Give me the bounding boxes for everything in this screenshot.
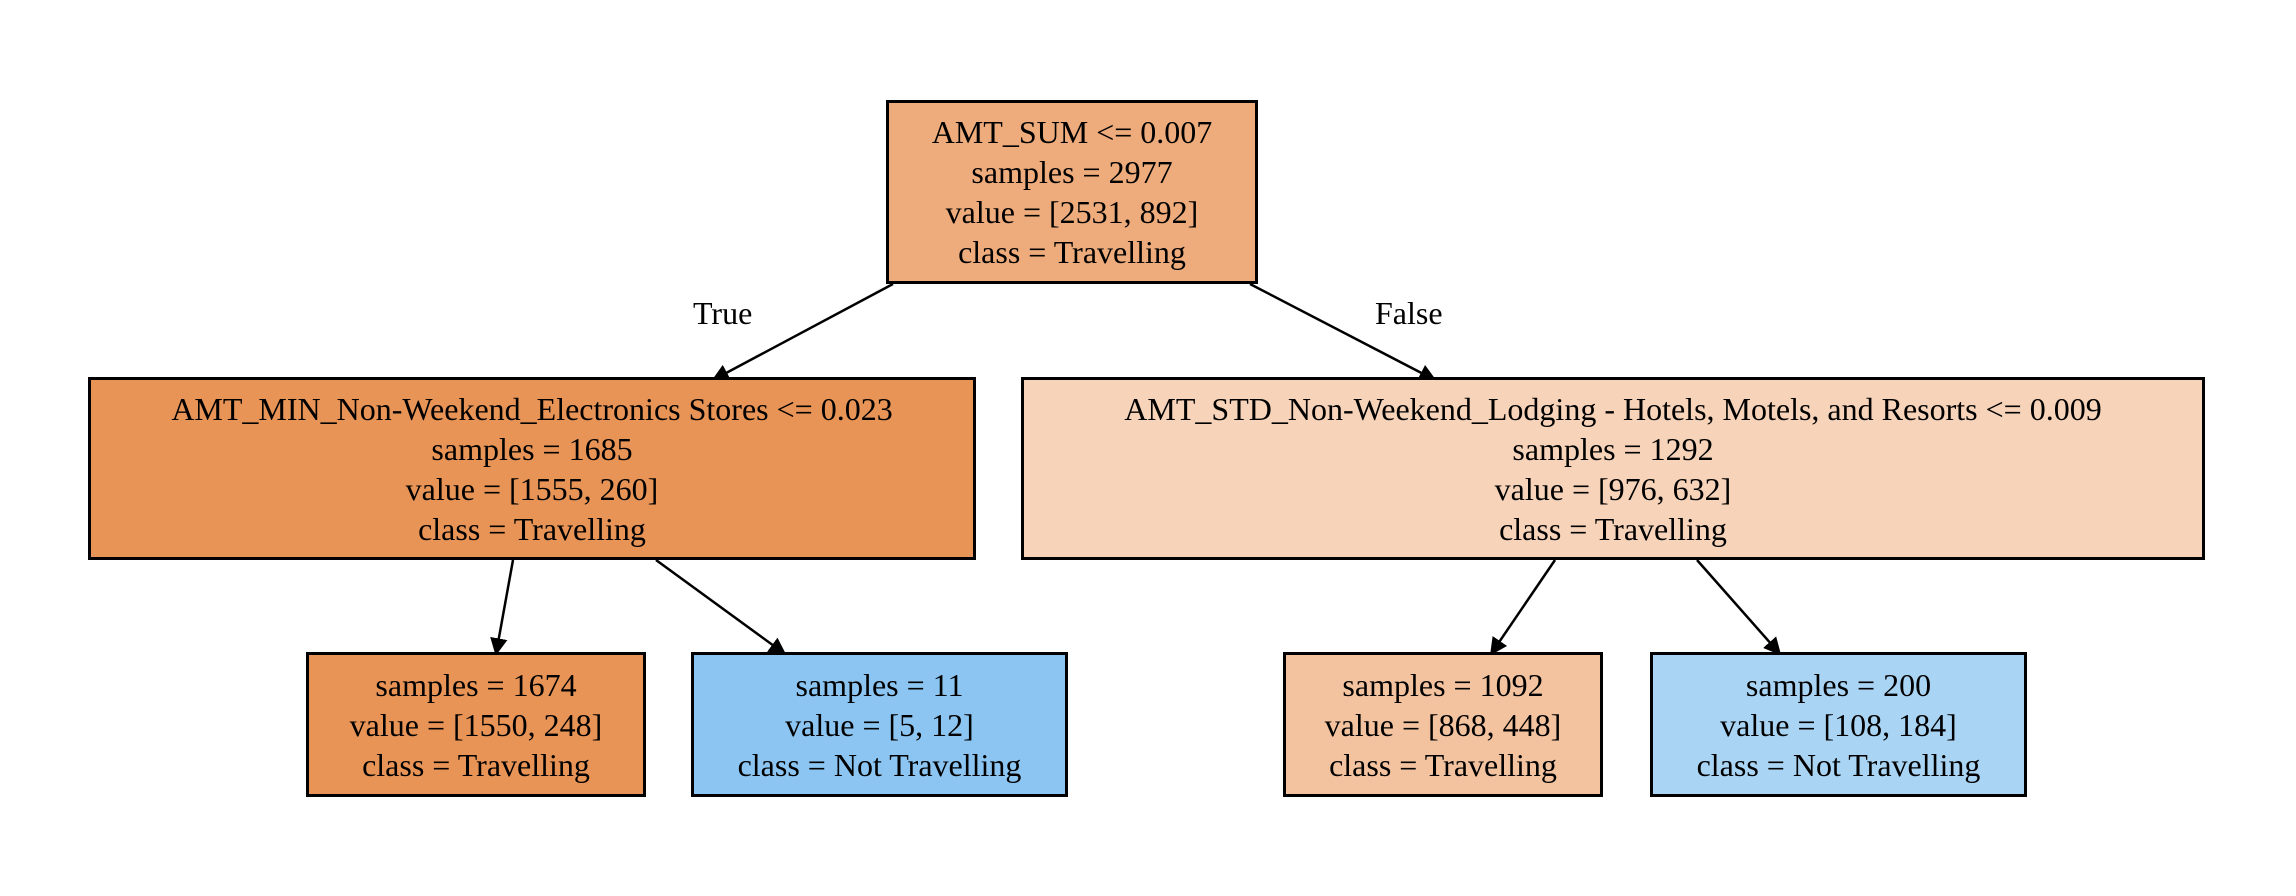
left-class: class = Travelling [418, 510, 646, 547]
edge-right-to-leaf-rr [1696, 559, 1782, 656]
left-split-condition: AMT_MIN_Non-Weekend_Electronics Stores <… [171, 390, 893, 427]
edge-left-to-leaf-ll [490, 559, 515, 656]
leaf-node-lr: samples = 11 value = [5, 12] class = Not… [691, 652, 1068, 797]
right-class: class = Travelling [1499, 510, 1727, 547]
root-node: AMT_SUM <= 0.007 samples = 2977 value = … [886, 100, 1258, 284]
edge-label-false: False [1375, 295, 1443, 331]
right-split-condition: AMT_STD_Non-Weekend_Lodging - Hotels, Mo… [1124, 390, 2102, 427]
leaf-ll-samples: samples = 1674 [375, 666, 577, 703]
edge-root-to-left [711, 282, 894, 382]
leaf-rl-value: value = [868, 448] [1324, 706, 1562, 743]
leaf-rl-class: class = Travelling [1329, 746, 1557, 783]
leaf-rl-samples: samples = 1092 [1342, 666, 1544, 703]
leaf-node-rr: samples = 200 value = [108, 184] class =… [1650, 652, 2027, 797]
left-value: value = [1555, 260] [405, 470, 659, 507]
right-node: AMT_STD_Non-Weekend_Lodging - Hotels, Mo… [1021, 377, 2205, 560]
leaf-ll-value: value = [1550, 248] [349, 706, 603, 743]
leaf-lr-samples: samples = 11 [795, 666, 964, 703]
leaf-node-ll: samples = 1674 value = [1550, 248] class… [306, 652, 646, 797]
root-samples: samples = 2977 [971, 154, 1173, 190]
edge-left-to-leaf-lr [655, 558, 787, 656]
leaf-rr-value: value = [108, 184] [1720, 706, 1957, 743]
edge-right-to-leaf-rl [1489, 559, 1557, 656]
leaf-lr-value: value = [5, 12] [785, 706, 974, 743]
leaf-node-rl: samples = 1092 value = [868, 448] class … [1283, 652, 1603, 797]
right-value: value = [976, 632] [1494, 470, 1732, 507]
leaf-ll-class: class = Travelling [362, 746, 590, 783]
root-class: class = Travelling [958, 234, 1186, 270]
root-split-condition: AMT_SUM <= 0.007 [931, 114, 1213, 150]
edge-root-to-right [1249, 282, 1437, 382]
left-node: AMT_MIN_Non-Weekend_Electronics Stores <… [88, 377, 976, 560]
edge-label-true: True [693, 295, 753, 331]
root-value: value = [2531, 892] [945, 194, 1199, 230]
leaf-lr-class: class = Not Travelling [737, 746, 1022, 783]
right-samples: samples = 1292 [1512, 430, 1714, 467]
left-samples: samples = 1685 [431, 430, 633, 467]
leaf-rr-samples: samples = 200 [1745, 666, 1932, 703]
leaf-rr-class: class = Not Travelling [1696, 746, 1981, 783]
